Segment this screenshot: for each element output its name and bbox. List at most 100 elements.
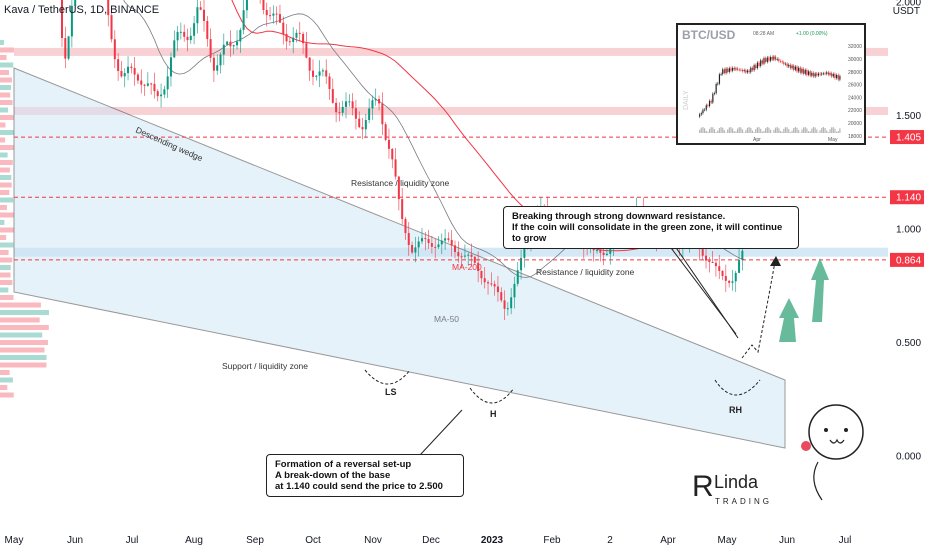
candle-body xyxy=(500,292,503,301)
candle-body xyxy=(609,248,612,254)
candle-body xyxy=(226,41,229,45)
candle-body xyxy=(272,13,275,16)
inset-candle-body xyxy=(700,113,702,115)
inset-candle-body xyxy=(771,56,773,60)
ma200-label: MA-200 xyxy=(452,262,482,272)
x-tick-label: Jun xyxy=(779,535,795,546)
inset-volume-bar xyxy=(704,128,706,133)
inset-volume-bar xyxy=(699,129,701,133)
reversal-note: Formation of a reversal set-up A break-d… xyxy=(266,454,464,497)
inset-candle-body xyxy=(748,70,750,73)
volume-profile-bar xyxy=(0,227,14,233)
h-arc xyxy=(469,387,515,404)
candle-body xyxy=(265,9,268,16)
candle-body xyxy=(701,249,704,256)
volume-profile-bar xyxy=(0,377,13,383)
inset-volume-bar xyxy=(700,127,702,133)
inset-candle-body xyxy=(814,73,816,77)
candle-body xyxy=(123,73,126,77)
inset-volume-bar xyxy=(819,130,821,133)
candle-body xyxy=(354,108,357,119)
inset-title: BTC/USD xyxy=(682,28,736,42)
resistance-label-2: Resistance / liquidity zone xyxy=(536,267,635,277)
x-tick-label: Feb xyxy=(543,535,561,546)
inset-volume-bar xyxy=(783,128,785,133)
candle-body xyxy=(714,262,717,267)
volume-profile-bar xyxy=(0,317,40,323)
btc-inset-chart: BTC/USD 08:28 AM +1.00 (0.00%) DAILY 320… xyxy=(676,23,866,145)
candle-body xyxy=(371,100,374,109)
candle-body xyxy=(401,199,404,219)
candle-body xyxy=(721,270,724,276)
candle-body xyxy=(212,57,215,71)
candle-body xyxy=(176,31,179,41)
inset-candle-body xyxy=(826,72,828,74)
inset-volume-bar xyxy=(827,132,829,133)
inset-y-tick: 20000 xyxy=(848,121,862,127)
inset-candle-body xyxy=(773,56,775,60)
candle-body xyxy=(467,254,470,256)
volume-profile-bar xyxy=(0,77,12,83)
inset-volume-bar xyxy=(804,127,806,133)
price-tag-1: 1.140 xyxy=(896,193,921,204)
inset-candle-body xyxy=(796,66,798,72)
volume-profile-bar xyxy=(0,137,6,143)
volume-profile-bar xyxy=(0,280,13,285)
inset-volume-bar xyxy=(776,127,778,133)
inset-candle-body xyxy=(794,66,796,70)
logo-sub: TRADING xyxy=(715,497,772,506)
inset-volume-bar xyxy=(751,130,754,133)
volume-profile-bar xyxy=(0,362,47,368)
candle-body xyxy=(437,244,440,248)
candle-body xyxy=(487,282,490,284)
candle-body xyxy=(708,260,711,262)
inset-volume-bar xyxy=(737,128,739,133)
rh-arc xyxy=(714,379,761,396)
resistance-label-1: Resistance / liquidity zone xyxy=(351,178,450,188)
candle-body xyxy=(447,238,450,240)
volume-profile-bar xyxy=(0,85,11,90)
candle-body xyxy=(358,118,361,128)
candle-body xyxy=(292,37,295,42)
breakout-note: Breaking through strong downward resista… xyxy=(503,206,799,249)
inset-candle-body xyxy=(740,69,742,71)
candle-body xyxy=(136,74,139,81)
inset-volume-bar xyxy=(738,127,740,133)
inset-volume-bar xyxy=(786,127,788,133)
price-tag-0: 1.405 xyxy=(896,133,921,144)
volume-profile-bar xyxy=(0,302,41,308)
candle-body xyxy=(193,23,196,36)
candle-body xyxy=(269,15,272,17)
inset-candle-body xyxy=(718,74,721,84)
candle-body xyxy=(199,7,202,10)
volume-profile-bar xyxy=(0,347,45,353)
candle-body xyxy=(510,297,513,309)
x-tick-label: May xyxy=(718,535,737,546)
candle-body xyxy=(490,283,493,285)
inset-volume-bar xyxy=(761,131,763,133)
y-tick-label: 0.000 xyxy=(896,452,921,463)
candle-body xyxy=(229,41,232,47)
inset-candle-body xyxy=(755,65,757,69)
candle-body xyxy=(216,65,219,71)
inset-candle-body xyxy=(803,68,805,74)
inset-volume-bar xyxy=(829,129,831,133)
candle-body xyxy=(60,0,63,39)
inset-volume-bar xyxy=(705,130,707,133)
inset-candle-body xyxy=(839,76,841,80)
inset-volume-bar xyxy=(746,127,749,133)
reversal-line-2: A break-down of the base xyxy=(275,470,391,481)
inset-volume-bar xyxy=(758,127,760,133)
inset-candle-body xyxy=(765,58,767,62)
candle-body xyxy=(298,32,301,34)
inset-volume-bar xyxy=(836,131,838,133)
candle-body xyxy=(391,148,394,160)
candle-body xyxy=(189,35,192,41)
inset-volume-bar xyxy=(774,127,777,133)
candle-body xyxy=(483,278,486,283)
inset-candle-body xyxy=(789,64,791,69)
inset-volume-bar xyxy=(768,127,770,133)
volume-profile-bar xyxy=(0,167,10,173)
volume-profile-bar xyxy=(0,235,7,240)
candle-body xyxy=(738,260,741,273)
